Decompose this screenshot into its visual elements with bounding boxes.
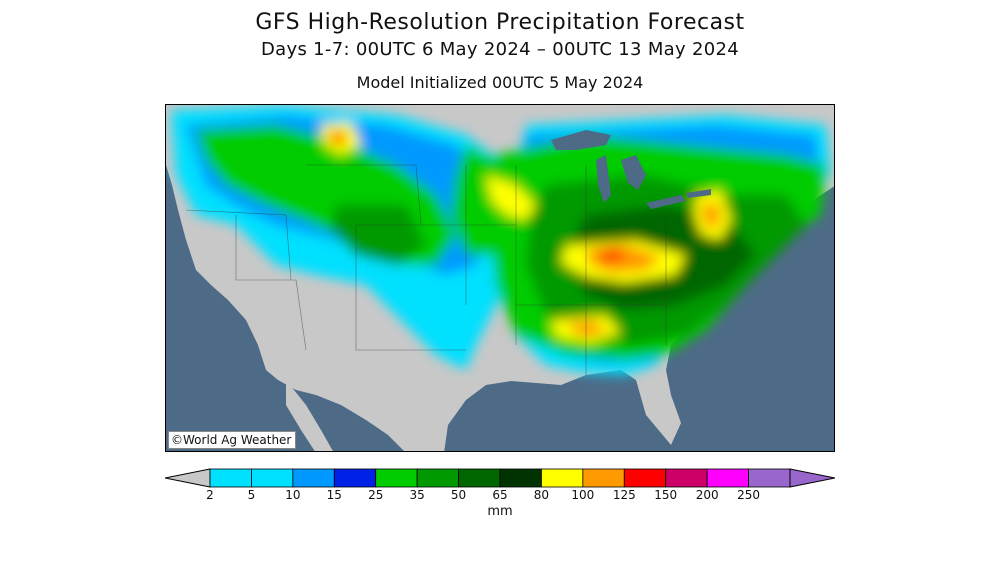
legend-tick-label: 80 [533, 488, 550, 502]
legend-tick-label: 2 [206, 488, 214, 502]
color-legend: 2 5 10 15 25 35 50 65 80 100 125 150 200 250 mm [164, 468, 836, 528]
legend-bar [164, 468, 836, 488]
forecast-period: Days 1-7: 00UTC 6 May 2024 – 00UTC 13 Ma… [261, 39, 739, 60]
legend-arrow-low [164, 468, 211, 488]
legend-swatch [375, 468, 418, 488]
legend-tick-label: 150 [654, 488, 678, 502]
legend-swatch [209, 468, 252, 488]
legend-tick-label: 200 [695, 488, 719, 502]
legend-swatch [623, 468, 667, 488]
model-init: Model Initialized 00UTC 5 May 2024 [356, 73, 644, 92]
legend-swatch [541, 468, 584, 488]
legend-tick-label: 35 [409, 488, 425, 502]
legend-tick-label: 250 [737, 488, 761, 502]
legend-swatch [251, 468, 294, 488]
legend-tick-label: 100 [571, 488, 595, 502]
great-lakes [551, 130, 711, 209]
map-graphic [166, 105, 834, 451]
legend-tick-label: 50 [450, 488, 467, 502]
legend-tick-label: 25 [368, 488, 384, 502]
legend-swatch [748, 468, 791, 488]
legend-swatch [582, 468, 625, 488]
legend-swatch [706, 468, 749, 488]
legend-swatch [333, 468, 377, 488]
legend-swatch [458, 468, 501, 488]
state-borders [185, 164, 667, 375]
legend-tick-label: 5 [247, 488, 256, 502]
map-title: GFS High-Resolution Precipitation Foreca… [255, 10, 745, 35]
legend-tick-label: 15 [326, 488, 342, 502]
legend-swatch [292, 468, 335, 488]
legend-tick-label: 65 [492, 488, 508, 502]
precip-map: ©World Ag Weather [165, 104, 835, 452]
precip-field [171, 105, 831, 375]
legend-swatch [416, 468, 459, 488]
legend-unit: mm [487, 504, 513, 519]
legend-swatch [499, 468, 542, 488]
baja-peninsula [286, 380, 333, 451]
legend-swatch [665, 468, 708, 488]
legend-tick-label: 125 [612, 488, 636, 502]
copyright-credit: ©World Ag Weather [168, 431, 297, 449]
legend-tick-label: 10 [285, 488, 301, 502]
legend-arrow-high [789, 468, 836, 488]
